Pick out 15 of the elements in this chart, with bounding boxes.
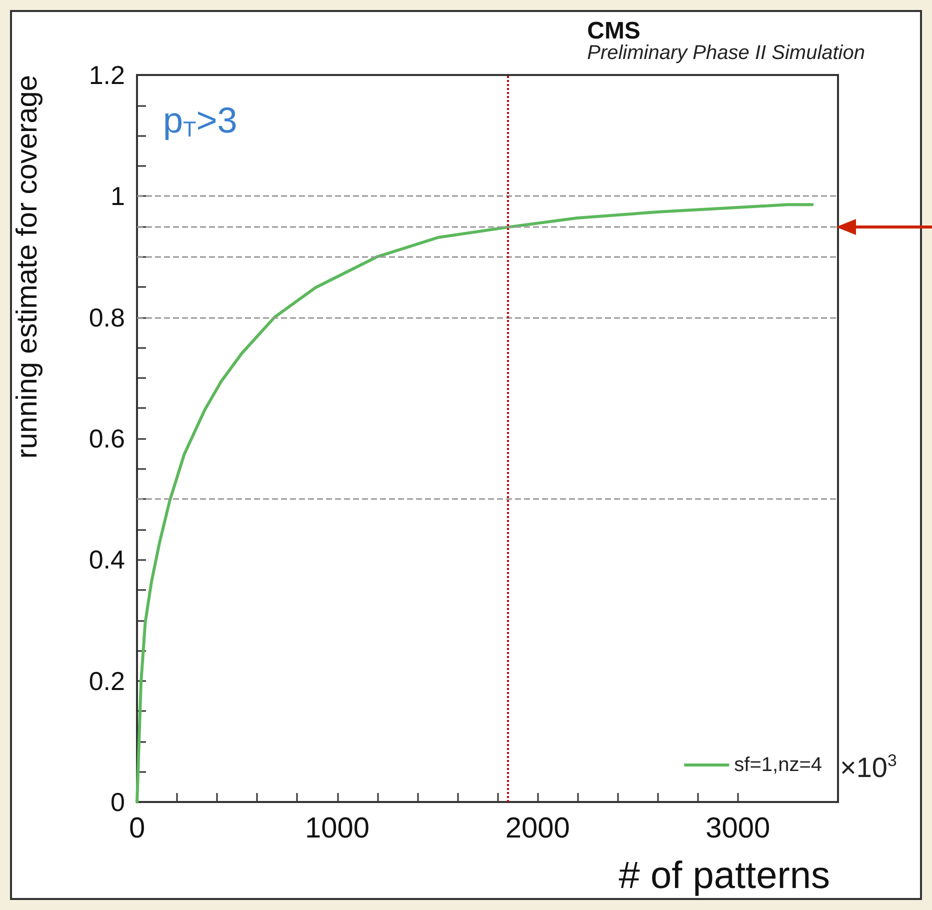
x-tick-label: 2000 <box>505 812 570 844</box>
y-tick-label: 0.2 <box>88 666 125 696</box>
x-tick-label: 3000 <box>706 812 770 844</box>
x-axis-title: # of patterns <box>618 855 830 897</box>
y-tick-label: 0.8 <box>88 302 125 332</box>
y-tick-label: 0.6 <box>88 424 125 454</box>
x-tick-label: 1000 <box>305 812 370 844</box>
y-tick-label: 1 <box>110 181 125 212</box>
chart-title: CMS <box>587 18 640 44</box>
legend-label: sf=1,nz=4 <box>734 754 822 776</box>
chart-subtitle: Preliminary Phase II Simulation <box>587 42 865 64</box>
y-tick-label: 0.4 <box>88 544 125 575</box>
y-axis-title: running estimate for coverage <box>12 75 44 459</box>
y-tick-label: 1.2 <box>88 60 125 90</box>
y-tick-label: 0 <box>110 787 125 817</box>
